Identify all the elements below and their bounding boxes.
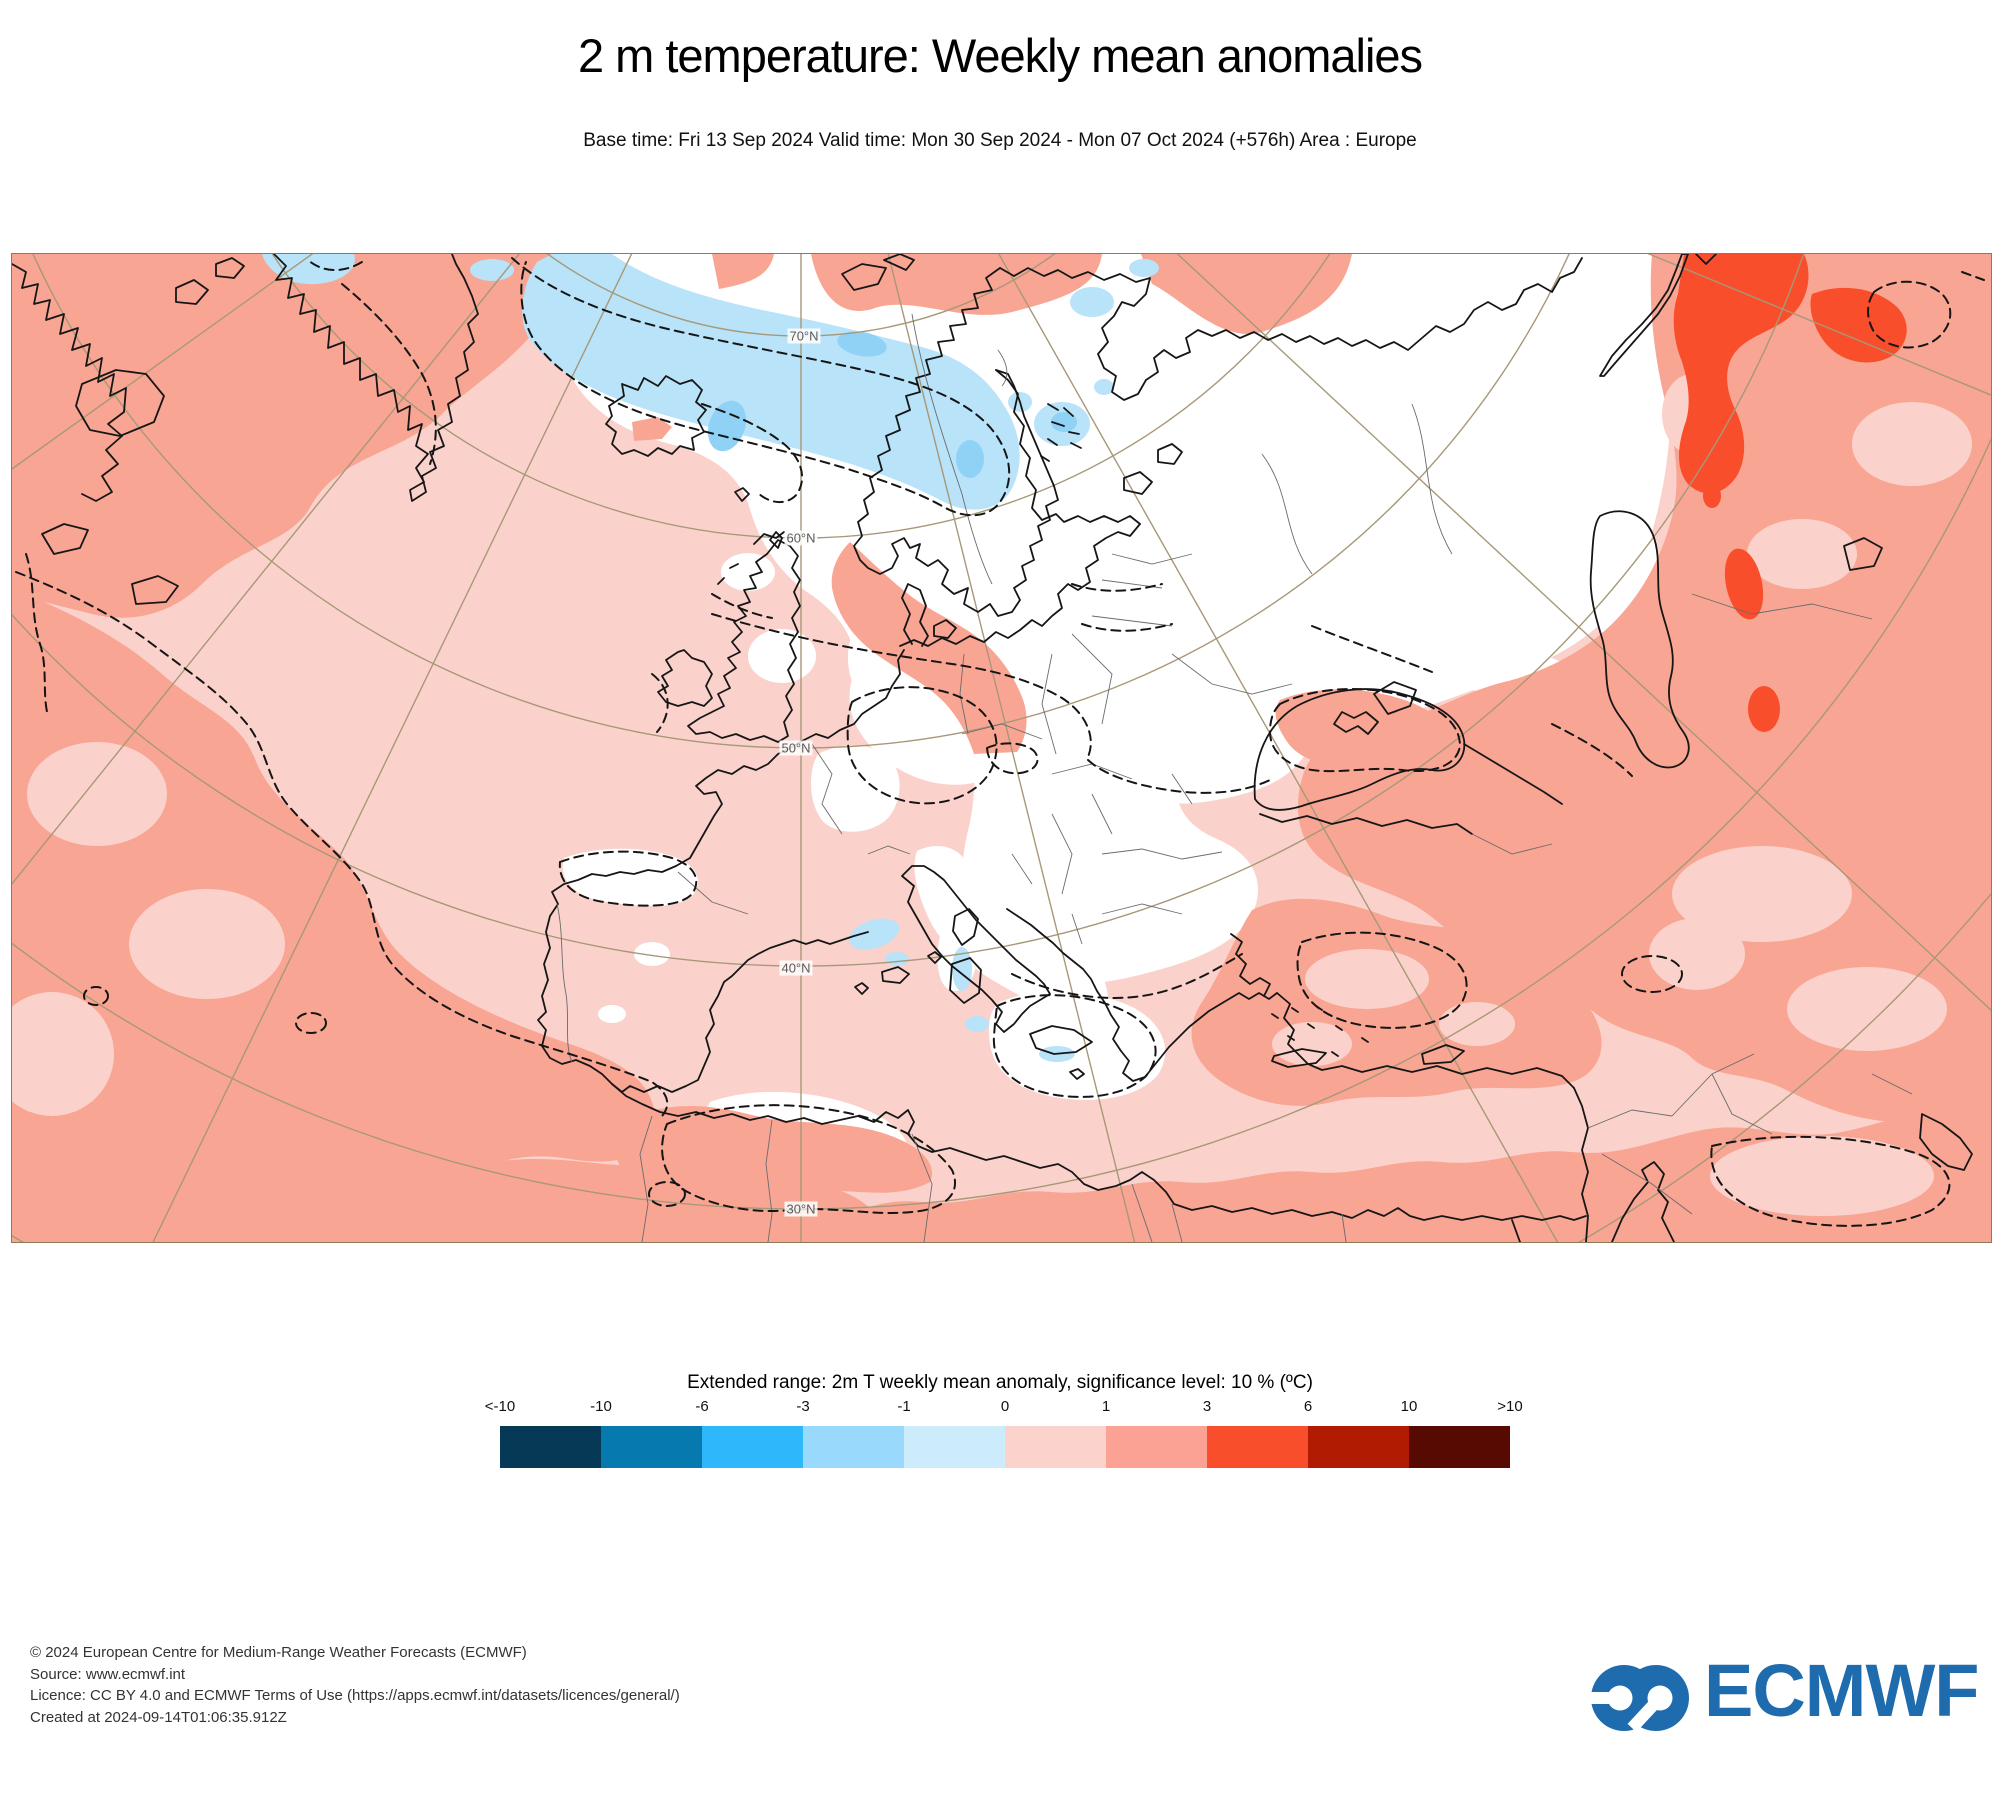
footer-attribution: © 2024 European Centre for Medium-Range … [30,1642,680,1728]
legend-tick-labels: <-10 -10 -6 -3 -1 0 1 3 6 10 >10 [485,1398,1523,1416]
legend-title: Extended range: 2m T weekly mean anomaly… [687,1372,1313,1393]
lat-label-30n: 30°N [784,1201,818,1217]
legend-swatch [1207,1426,1308,1468]
anomaly-map: 70°N 60°N 50°N 40°N 30°N [11,253,1992,1243]
legend-swatch [1106,1426,1207,1468]
legend-tick: -1 [897,1398,911,1415]
legend-tick: -3 [796,1398,810,1415]
ecmwf-logo: ECMWF [1588,1648,1979,1748]
legend-tick: -10 [590,1398,612,1415]
page-subtitle: Base time: Fri 13 Sep 2024 Valid time: M… [583,130,1417,151]
red-regions [1673,254,1907,732]
legend-colorbar [500,1426,1510,1468]
legend-tick: <-10 [484,1398,516,1415]
legend-swatch [803,1426,904,1468]
ecmwf-logo-text: ECMWF [1704,1649,1979,1732]
legend-swatch [1409,1426,1510,1468]
legend-tick: 1 [1101,1398,1111,1415]
footer-created: Created at 2024-09-14T01:06:35.912Z [30,1708,287,1726]
footer-copyright: © 2024 European Centre for Medium-Range … [30,1644,527,1661]
lat-label-70n: 70°N [787,328,821,344]
legend-tick: 3 [1202,1398,1212,1415]
legend-tick: 10 [1400,1398,1418,1415]
lat-label-60n: 60°N [784,530,818,546]
legend-swatch [500,1426,601,1468]
significance-contours [15,257,1985,1227]
legend-swatch [702,1426,803,1468]
map-canvas [12,254,1991,1242]
legend-swatch [601,1426,702,1468]
legend-tick: 0 [1000,1398,1010,1415]
lat-label-50n: 50°N [779,740,813,756]
coastlines [12,254,1973,1242]
legend-swatch [904,1426,1005,1468]
footer-licence: Licence: CC BY 4.0 and ECMWF Terms of Us… [30,1687,680,1704]
country-borders [556,313,1913,1242]
page-title: 2 m temperature: Weekly mean anomalies [577,29,1423,82]
pink-patches [12,374,1972,1216]
legend-swatch [1005,1426,1106,1468]
blue-dark-spots [707,331,1077,478]
legend-tick: -6 [695,1398,709,1415]
legend-tick: >10 [1497,1398,1523,1415]
footer-source: Source: www.ecmwf.int [30,1665,186,1683]
legend-swatch [1308,1426,1409,1468]
legend-tick: 6 [1303,1398,1313,1415]
ecmwf-logo-icon [1588,1665,1689,1733]
lat-label-40n: 40°N [779,960,813,976]
